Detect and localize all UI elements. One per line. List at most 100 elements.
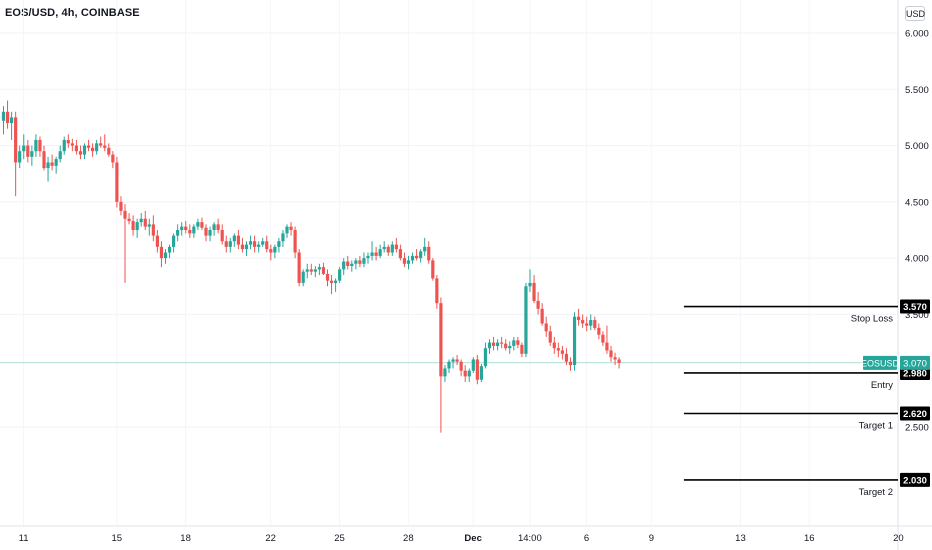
candle [402, 258, 407, 264]
candle [358, 260, 362, 264]
candle [406, 260, 411, 264]
candle [22, 145, 26, 152]
x-tick-label: 13 [735, 533, 746, 544]
candle [394, 244, 398, 250]
candle [86, 145, 91, 148]
level-name-label: Target 2 [859, 487, 893, 498]
candle [301, 271, 305, 283]
candle [253, 241, 257, 247]
candle [208, 230, 212, 236]
candle [305, 269, 309, 272]
level-name-label: Target 1 [859, 420, 893, 431]
candle [491, 342, 496, 346]
candle [196, 222, 200, 227]
candle [111, 154, 115, 163]
candle [119, 201, 123, 211]
candle [439, 303, 443, 377]
candle [18, 151, 22, 163]
candle [155, 235, 159, 247]
candle [66, 139, 70, 144]
candle [143, 218, 147, 227]
x-tick-label: 6 [584, 533, 589, 544]
candle [212, 224, 216, 230]
candle [597, 327, 601, 335]
candle [78, 151, 83, 155]
candle [188, 230, 192, 234]
candle [342, 261, 346, 270]
candle [107, 147, 111, 155]
candle [617, 359, 621, 363]
candle [200, 222, 204, 228]
candle [54, 159, 58, 166]
y-tick-label: 5.500 [905, 85, 929, 96]
candle [338, 269, 342, 281]
candle [244, 244, 249, 250]
candle [10, 117, 14, 124]
candle [528, 282, 532, 287]
level-price-label: 2.030 [903, 475, 927, 486]
candle [431, 260, 435, 279]
candle [236, 235, 240, 245]
candle [131, 220, 135, 230]
candle [496, 342, 500, 346]
currency-button[interactable]: USD [905, 6, 925, 21]
candle [38, 139, 42, 152]
candle [273, 246, 277, 253]
candle [228, 241, 232, 247]
x-tick-label: 28 [403, 533, 414, 544]
candle [463, 370, 467, 377]
level-price-label: 2.620 [903, 409, 927, 420]
candle [479, 366, 483, 380]
candle [568, 361, 573, 366]
candle [427, 246, 431, 261]
candle [297, 252, 301, 283]
candle [548, 331, 552, 343]
candle [447, 361, 451, 369]
level-price-label: 3.570 [903, 302, 927, 313]
x-tick-label: 9 [649, 533, 654, 544]
candle [410, 255, 415, 261]
candle [435, 278, 439, 304]
y-tick-label: 4.000 [905, 254, 929, 265]
candle [386, 246, 390, 253]
candle [589, 320, 593, 326]
candle [609, 350, 613, 358]
candle [536, 300, 540, 309]
candle [354, 260, 358, 264]
candle [451, 359, 455, 362]
candle [572, 316, 577, 366]
candle [269, 249, 273, 253]
candle [289, 226, 293, 230]
candle [261, 241, 265, 245]
candle [240, 244, 245, 250]
candle [540, 308, 544, 324]
candle [564, 353, 569, 362]
candle [265, 241, 269, 250]
x-tick-label: 20 [893, 533, 904, 544]
candle [127, 218, 131, 221]
candle [1, 111, 6, 121]
candle [281, 233, 285, 242]
level-price-label: 2.980 [903, 368, 927, 379]
candle [321, 267, 326, 274]
candle [577, 316, 581, 321]
candle [42, 151, 46, 169]
candle [74, 145, 78, 152]
candle [467, 370, 471, 377]
symbol-tag-label: EOSUSD [861, 358, 900, 368]
level-price-tag [900, 299, 930, 314]
candle [601, 334, 605, 343]
candle [443, 368, 447, 377]
level-price-tag [900, 406, 930, 421]
candle [459, 361, 463, 371]
y-tick-label: 5.000 [905, 141, 929, 152]
candle [248, 241, 253, 245]
candle [329, 280, 334, 283]
level-name-label: Entry [871, 380, 893, 391]
level-price-tag [900, 472, 930, 487]
candle [613, 357, 617, 360]
candle [151, 224, 155, 236]
y-tick-label: 2.500 [905, 423, 929, 434]
